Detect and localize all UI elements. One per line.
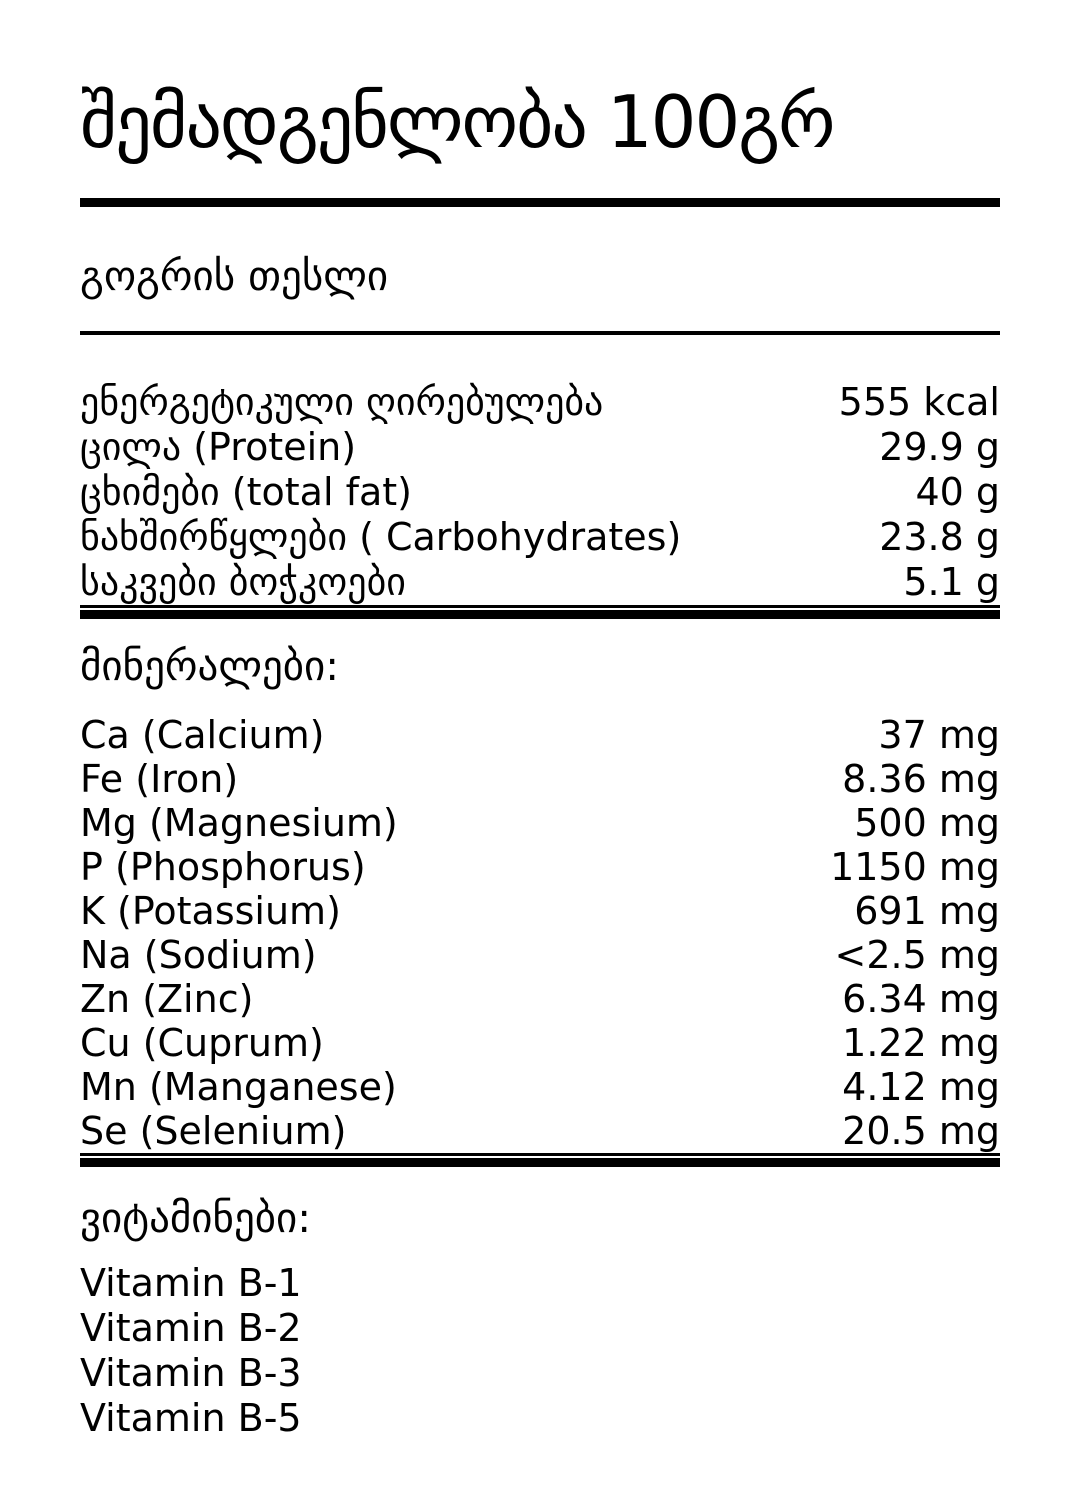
vitamins-heading: ვიტამინები: <box>80 1194 312 1242</box>
mineral-value: <2.5 mg <box>834 933 1001 977</box>
nutrient-value: 5.1 g <box>903 560 1000 604</box>
nutrient-value: 23.8 g <box>879 515 1000 559</box>
mineral-row: K (Potassium) 691 mg <box>80 889 1000 933</box>
nutrient-label: ცილა (Protein) <box>80 425 357 469</box>
mineral-value: 4.12 mg <box>842 1065 1000 1109</box>
mineral-row: Se (Selenium) 20.5 mg <box>80 1109 1000 1156</box>
page-title: შემადგენლობა 100გრ <box>80 80 835 164</box>
mineral-value: 1.22 mg <box>842 1021 1000 1065</box>
vitamin-item: Vitamin B-2 <box>80 1306 302 1350</box>
mineral-label: Na (Sodium) <box>80 933 317 977</box>
mineral-value: 20.5 mg <box>842 1109 1000 1153</box>
mineral-row: Cu (Cuprum) 1.22 mg <box>80 1021 1000 1065</box>
mineral-value: 500 mg <box>854 801 1000 845</box>
mineral-row: Ca (Calcium) 37 mg <box>80 713 1000 757</box>
nutrient-label: საკვები ბოჭკოები <box>80 560 406 604</box>
nutrition-facts-table: ენერგეტიკული ღირებულება 555 kcal ცილა (P… <box>80 335 1000 619</box>
title-divider <box>80 198 1000 207</box>
mineral-label: Mg (Magnesium) <box>80 801 398 845</box>
mineral-label: K (Potassium) <box>80 889 341 933</box>
nutrient-value: 40 g <box>915 470 1000 514</box>
mineral-label: Fe (Iron) <box>80 757 239 801</box>
minerals-heading: მინერალები: <box>80 642 340 690</box>
mineral-label: Mn (Manganese) <box>80 1065 397 1109</box>
vitamin-item: Vitamin B-5 <box>80 1396 302 1440</box>
minerals-table: Ca (Calcium) 37 mg Fe (Iron) 8.36 mg Mg … <box>80 691 1000 1167</box>
mineral-value: 1150 mg <box>830 845 1000 889</box>
mineral-row: Fe (Iron) 8.36 mg <box>80 757 1000 801</box>
mineral-value: 691 mg <box>854 889 1000 933</box>
mineral-label: Cu (Cuprum) <box>80 1021 324 1065</box>
mineral-row: Na (Sodium) <2.5 mg <box>80 933 1000 977</box>
nutrient-label: ნახშირწყლები ( Carbohydrates) <box>80 515 682 559</box>
mineral-value: 8.36 mg <box>842 757 1000 801</box>
product-divider <box>80 331 1000 335</box>
mineral-row: P (Phosphorus) 1150 mg <box>80 845 1000 889</box>
nutrient-value: 29.9 g <box>879 425 1000 469</box>
nutrition-row: ნახშირწყლები ( Carbohydrates) 23.8 g <box>80 515 1000 560</box>
product-name: გოგრის თესლი <box>80 252 389 300</box>
nutrient-label: ენერგეტიკული ღირებულება <box>80 380 604 424</box>
vitamin-item: Vitamin B-1 <box>80 1261 302 1305</box>
mineral-label: P (Phosphorus) <box>80 845 366 889</box>
mineral-value: 37 mg <box>878 713 1000 757</box>
nutrition-row: ცხიმები (total fat) 40 g <box>80 470 1000 515</box>
nutrient-label: ცხიმები (total fat) <box>80 470 412 514</box>
nutrition-row: ცილა (Protein) 29.9 g <box>80 425 1000 470</box>
nutrition-row: ენერგეტიკული ღირებულება 555 kcal <box>80 380 1000 425</box>
vitamins-list: Vitamin B-1 Vitamin B-2 Vitamin B-3 Vita… <box>80 1261 1000 1441</box>
mineral-label: Se (Selenium) <box>80 1109 347 1153</box>
mineral-label: Ca (Calcium) <box>80 713 325 757</box>
nutrition-row: საკვები ბოჭკოები 5.1 g <box>80 560 1000 608</box>
nutrient-value: 555 kcal <box>838 380 1000 424</box>
mineral-row: Zn (Zinc) 6.34 mg <box>80 977 1000 1021</box>
mineral-row: Mn (Manganese) 4.12 mg <box>80 1065 1000 1109</box>
vitamin-item: Vitamin B-3 <box>80 1351 302 1395</box>
mineral-row: Mg (Magnesium) 500 mg <box>80 801 1000 845</box>
mineral-label: Zn (Zinc) <box>80 977 254 1021</box>
mineral-value: 6.34 mg <box>842 977 1000 1021</box>
